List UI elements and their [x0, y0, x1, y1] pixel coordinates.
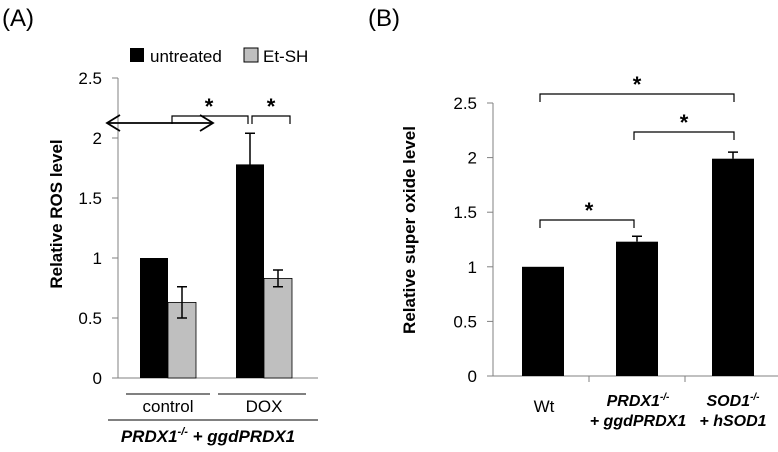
- significance-star: *: [585, 198, 594, 223]
- error-bar-control-et-sh: [177, 286, 187, 319]
- chart-a: untreated Et-SH Relative ROS level 0 0.5…: [47, 47, 318, 446]
- double-arrow-a: [105, 114, 215, 132]
- bar-wt: [522, 266, 564, 376]
- y-tick-label: 2.5: [453, 94, 477, 113]
- y-tick-marks-a: [112, 77, 118, 379]
- panel-b-label: (B): [368, 5, 400, 32]
- error-bar-prdx1: [632, 235, 642, 242]
- error-bar-dox-untreated: [245, 132, 255, 197]
- category-label-prdx1-line2: + ggdPRDX1: [590, 413, 687, 430]
- y-tick-marks-b: [487, 102, 493, 377]
- y-tick-label: 0.5: [453, 312, 477, 331]
- y-tick-label: 0.5: [78, 309, 102, 328]
- error-bar-dox-et-sh: [273, 269, 283, 288]
- error-bar-sod1: [728, 151, 738, 159]
- y-tick-label: 1.5: [453, 203, 477, 222]
- category-label-sod1-line1: SOD1-/-: [706, 392, 760, 410]
- chart-b: Relative super oxide level 0 0.5 1 1.5 2…: [400, 72, 778, 430]
- bracket-prdx1-sod1: [633, 131, 735, 140]
- significance-star: *: [205, 94, 214, 119]
- category-label-control: control: [142, 397, 193, 416]
- bracket-dox-pair: [251, 115, 291, 124]
- y-tick-label: 2: [468, 149, 477, 168]
- y-tick-label: 2: [93, 129, 102, 148]
- y-tick-label: 2.5: [78, 69, 102, 88]
- bar-dox-et-sh: [263, 277, 293, 379]
- bracket-control-dox: [171, 115, 249, 124]
- y-tick-labels-b: 0 0.5 1 1.5 2 2.5: [453, 94, 477, 386]
- category-label-dox: DOX: [246, 397, 283, 416]
- group-label-a: PRDX1-/- + ggdPRDX1: [121, 426, 295, 446]
- y-axis-label-a: Relative ROS level: [47, 139, 66, 288]
- legend-label-untreated: untreated: [150, 47, 222, 66]
- y-tick-label: 0: [93, 369, 102, 388]
- legend-label-et-sh: Et-SH: [263, 47, 308, 66]
- bracket-wt-sod1: [539, 93, 735, 102]
- significance-star: *: [633, 72, 642, 97]
- bracket-wt-prdx1: [539, 219, 635, 228]
- category-label-sod1-line2: + hSOD1: [699, 413, 766, 430]
- y-tick-label: 1: [93, 249, 102, 268]
- bar-control-untreated: [140, 258, 168, 378]
- category-label-prdx1-line1: PRDX1-/-: [607, 392, 670, 410]
- panel-a-label: (A): [2, 5, 34, 32]
- y-axis-label-b: Relative super oxide level: [400, 126, 419, 334]
- y-tick-label: 1.5: [78, 189, 102, 208]
- bar-dox-untreated: [236, 164, 264, 378]
- bar-prdx1-ggdprdx1: [616, 241, 658, 376]
- bar-sod1-hsod1: [712, 158, 754, 376]
- significance-star: *: [680, 110, 689, 135]
- y-tick-label: 0: [468, 367, 477, 386]
- y-tick-labels-a: 0 0.5 1 1.5 2 2.5: [78, 69, 102, 388]
- legend-swatch-et-sh: [243, 47, 259, 63]
- significance-star: *: [267, 94, 276, 119]
- y-tick-label: 1: [468, 258, 477, 277]
- category-label-wt: Wt: [534, 397, 555, 416]
- legend-swatch-untreated: [130, 48, 144, 62]
